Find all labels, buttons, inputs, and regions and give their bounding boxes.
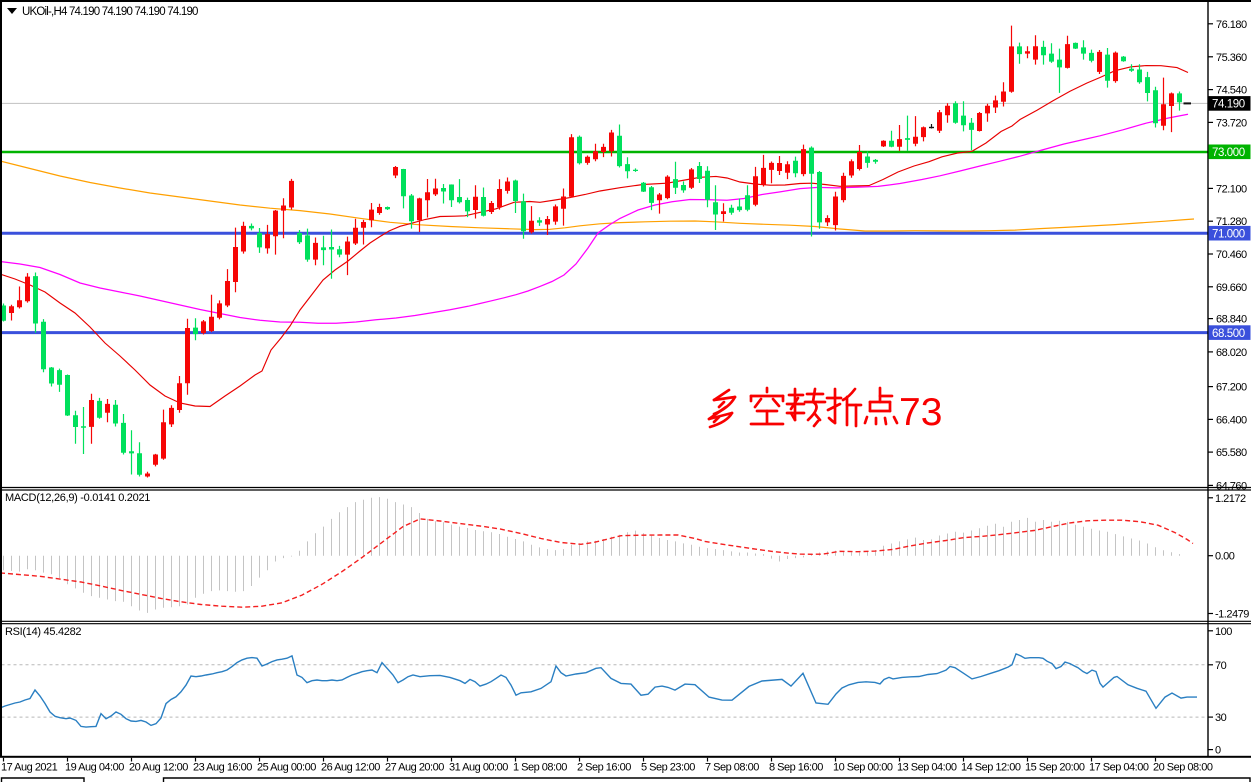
svg-text:23 Aug 16:00: 23 Aug 16:00 bbox=[193, 762, 252, 774]
svg-text:RSI(14) 45.4282: RSI(14) 45.4282 bbox=[5, 626, 81, 638]
svg-text:67.200: 67.200 bbox=[1216, 382, 1247, 394]
svg-text:72.100: 72.100 bbox=[1216, 183, 1247, 195]
svg-text:26 Aug 12:00: 26 Aug 12:00 bbox=[321, 762, 380, 774]
svg-text:17 Aug 2021: 17 Aug 2021 bbox=[1, 762, 58, 774]
svg-text:25 Aug 00:00: 25 Aug 00:00 bbox=[257, 762, 316, 774]
svg-text:0: 0 bbox=[1215, 745, 1221, 757]
svg-text:27 Aug 20:00: 27 Aug 20:00 bbox=[385, 762, 444, 774]
svg-text:70.460: 70.460 bbox=[1216, 249, 1247, 261]
svg-text:10 Sep 00:00: 10 Sep 00:00 bbox=[833, 762, 893, 774]
svg-text:100: 100 bbox=[1215, 626, 1232, 638]
svg-text:71.000: 71.000 bbox=[1212, 229, 1245, 241]
svg-text:-1.2479: -1.2479 bbox=[1215, 609, 1249, 621]
svg-text:65.580: 65.580 bbox=[1216, 447, 1247, 459]
svg-text:74.540: 74.540 bbox=[1216, 85, 1247, 97]
svg-text:74.190: 74.190 bbox=[1212, 99, 1245, 111]
svg-text:20 Sep 08:00: 20 Sep 08:00 bbox=[1153, 762, 1213, 774]
svg-text:73.000: 73.000 bbox=[1212, 147, 1245, 159]
svg-text:0.00: 0.00 bbox=[1215, 551, 1235, 563]
svg-text:19 Aug 04:00: 19 Aug 04:00 bbox=[65, 762, 124, 774]
svg-text:30: 30 bbox=[1215, 712, 1227, 724]
svg-text:5 Sep 23:00: 5 Sep 23:00 bbox=[641, 762, 695, 774]
svg-text:73.720: 73.720 bbox=[1216, 117, 1247, 129]
svg-text:75.360: 75.360 bbox=[1216, 52, 1247, 64]
svg-text:UKOil-,H4 74.190 74.190 74.19: UKOil-,H4 74.190 74.190 74.190 74.190 bbox=[22, 6, 198, 18]
svg-text:13 Sep 04:00: 13 Sep 04:00 bbox=[897, 762, 957, 774]
svg-text:7 Sep 08:00: 7 Sep 08:00 bbox=[705, 762, 759, 774]
svg-text:71.280: 71.280 bbox=[1216, 216, 1247, 228]
svg-text:73: 73 bbox=[899, 391, 942, 434]
svg-text:2 Sep 16:00: 2 Sep 16:00 bbox=[577, 762, 631, 774]
svg-text:17 Sep 04:00: 17 Sep 04:00 bbox=[1089, 762, 1149, 774]
svg-text:68.840: 68.840 bbox=[1216, 314, 1247, 326]
svg-text:1.2172: 1.2172 bbox=[1215, 493, 1246, 505]
svg-text:66.400: 66.400 bbox=[1216, 414, 1247, 426]
svg-text:69.660: 69.660 bbox=[1216, 282, 1247, 294]
svg-text:MACD(12,26,9) -0.0141 0.2021: MACD(12,26,9) -0.0141 0.2021 bbox=[5, 492, 150, 504]
svg-text:8 Sep 16:00: 8 Sep 16:00 bbox=[769, 762, 823, 774]
svg-text:1 Sep 08:00: 1 Sep 08:00 bbox=[513, 762, 567, 774]
svg-text:31 Aug 00:00: 31 Aug 00:00 bbox=[449, 762, 508, 774]
svg-text:70: 70 bbox=[1215, 660, 1227, 672]
svg-text:20 Aug 12:00: 20 Aug 12:00 bbox=[129, 762, 188, 774]
svg-text:64.760: 64.760 bbox=[1216, 480, 1247, 492]
svg-text:76.180: 76.180 bbox=[1216, 19, 1247, 31]
svg-text:15 Sep 20:00: 15 Sep 20:00 bbox=[1025, 762, 1085, 774]
svg-text:68.020: 68.020 bbox=[1216, 347, 1247, 359]
svg-text:14 Sep 12:00: 14 Sep 12:00 bbox=[961, 762, 1021, 774]
svg-text:68.500: 68.500 bbox=[1212, 328, 1245, 340]
